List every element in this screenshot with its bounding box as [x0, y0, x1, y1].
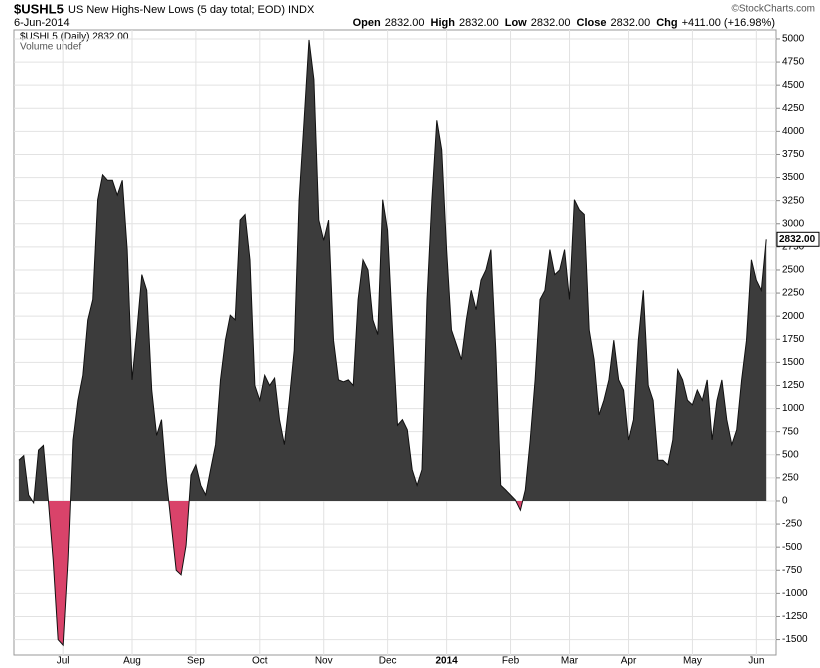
y-tick-label: 3750	[782, 149, 805, 160]
y-tick-label: 750	[782, 426, 799, 437]
chart-title: US New Highs-New Lows (5 day total; EOD)	[68, 4, 285, 16]
quote-label: Open	[353, 17, 381, 29]
x-tick-label: Aug	[123, 656, 141, 667]
y-tick-label: -1000	[782, 588, 808, 599]
y-tick-label: 1750	[782, 334, 805, 345]
quote-label: High	[431, 17, 456, 29]
y-tick-label: -250	[782, 519, 802, 530]
quote: +411.00 (+16.98%)Chg2832.00Close2832.00L…	[353, 17, 775, 29]
x-tick-label: Apr	[621, 656, 637, 667]
y-tick-label: 1250	[782, 380, 805, 391]
y-tick-label: 0	[782, 496, 788, 507]
quote-value: 2832.00	[385, 17, 425, 29]
copyright: ©StockCharts.com	[731, 4, 815, 15]
y-tick-label: 1000	[782, 403, 805, 414]
quote-value: 2832.00	[610, 17, 650, 29]
date: 6-Jun-2014	[14, 17, 70, 29]
y-tick-label: -1250	[782, 611, 808, 622]
y-tick-label: 2500	[782, 265, 805, 276]
legend-entry: $USHL5 (Daily) 2832.00	[20, 32, 129, 43]
symbol: $USHL5	[14, 1, 64, 16]
y-tick-label: 4750	[782, 57, 805, 68]
x-tick-label: Feb	[502, 656, 520, 667]
y-tick-label: 500	[782, 449, 799, 460]
x-tick-label: May	[683, 656, 702, 667]
y-tick-label: 2750	[782, 242, 805, 253]
area-positive	[18, 39, 767, 501]
y-tick-label: -750	[782, 565, 802, 576]
y-tick-label: 4000	[782, 126, 805, 137]
y-tick-label: 3250	[782, 195, 805, 206]
y-tick-label: 5000	[782, 34, 805, 45]
quote-value: 2832.00	[459, 17, 499, 29]
last-value-label: 2832.00	[779, 234, 816, 245]
x-tick-label: Nov	[315, 656, 333, 667]
y-tick-label: 4500	[782, 80, 805, 91]
quote-value: 2832.00	[531, 17, 571, 29]
quote-label: Low	[505, 17, 527, 29]
quote-label: Close	[577, 17, 607, 29]
exchange: INDX	[288, 4, 315, 16]
y-tick-label: 2000	[782, 311, 805, 322]
legend-entry: Volume undef	[20, 42, 81, 53]
last-value-box	[776, 231, 820, 247]
x-tick-label: Jul	[57, 656, 70, 667]
y-tick-label: 250	[782, 473, 799, 484]
x-tick-label: Dec	[379, 656, 397, 667]
y-tick-label: -1500	[782, 634, 808, 645]
x-tick-label: Mar	[561, 656, 579, 667]
quote-value: +411.00 (+16.98%)	[682, 17, 775, 29]
line	[18, 39, 767, 647]
x-tick-label: Oct	[252, 656, 268, 667]
y-tick-label: 3000	[782, 218, 805, 229]
y-tick-label: 4250	[782, 103, 805, 114]
y-tick-label: 3500	[782, 172, 805, 183]
x-tick-label: Jun	[748, 656, 764, 667]
x-tick-label: 2014	[435, 656, 458, 667]
y-tick-label: -500	[782, 542, 802, 553]
y-tick-label: 1500	[782, 357, 805, 368]
y-tick-label: 2250	[782, 288, 805, 299]
x-tick-label: Sep	[187, 656, 205, 667]
quote-label: Chg	[656, 17, 677, 29]
